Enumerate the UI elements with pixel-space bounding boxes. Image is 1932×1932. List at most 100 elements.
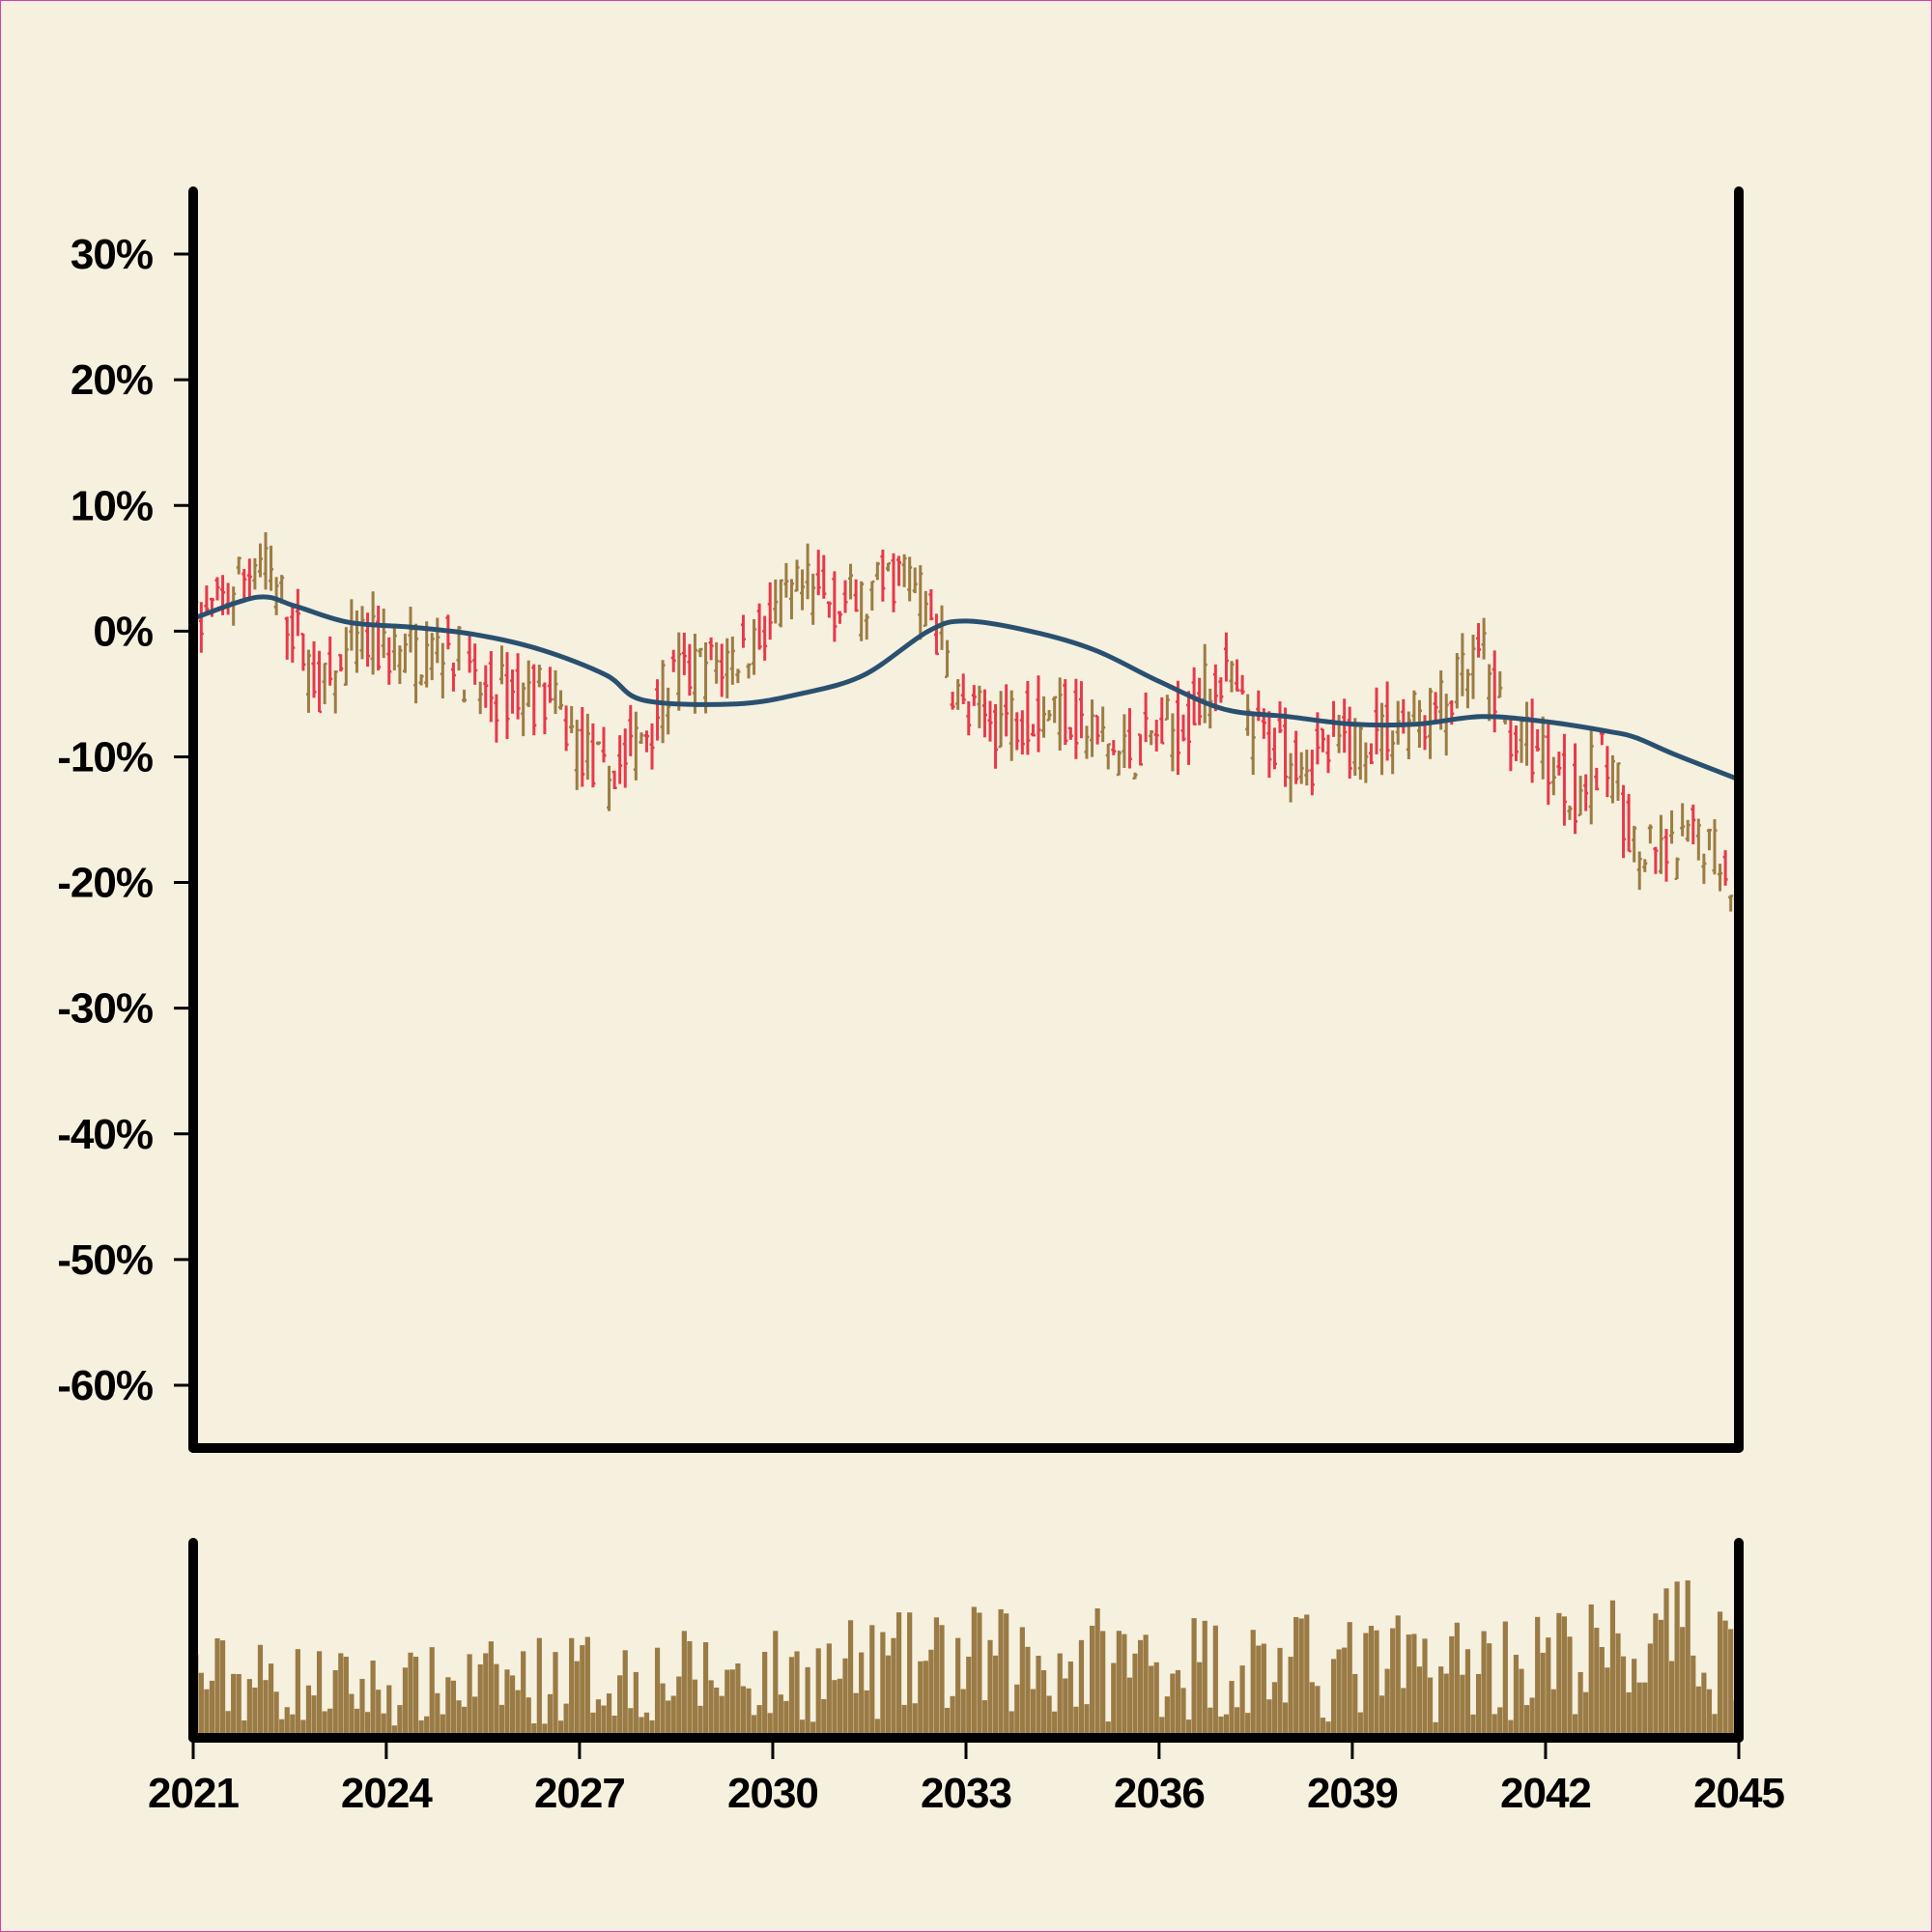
ohlc-bar	[246, 558, 252, 601]
ohlc-bar	[832, 571, 838, 642]
volume-bar	[971, 1606, 977, 1738]
y-tick-label: -20%	[57, 860, 153, 907]
volume-bar	[231, 1673, 237, 1738]
moving-average-series	[192, 594, 1740, 782]
ohlc-bar	[923, 590, 928, 628]
volume-bar	[1722, 1620, 1728, 1738]
ohlc-bar	[1609, 754, 1615, 804]
x-tick-label: 2030	[727, 1770, 818, 1817]
ohlc-bar	[1712, 819, 1718, 875]
ohlc-bar	[574, 720, 580, 790]
volume-bar	[494, 1663, 499, 1738]
ohlc-bar	[655, 679, 661, 741]
ohlc-bar	[1153, 720, 1159, 752]
volume-bar	[488, 1641, 494, 1738]
volume-bar	[751, 1715, 757, 1738]
volume-bar	[1245, 1713, 1251, 1738]
volume-bar	[874, 1719, 880, 1738]
volume-bars	[193, 1580, 1739, 1738]
volume-bar	[950, 1695, 955, 1738]
ohlc-bar	[418, 674, 424, 686]
volume-bar	[418, 1719, 424, 1738]
volume-bar	[928, 1649, 934, 1738]
volume-bar	[918, 1661, 923, 1738]
volume-bar	[1073, 1706, 1079, 1738]
ohlc-bar	[467, 633, 472, 673]
volume-bar	[1470, 1714, 1476, 1738]
volume-bar	[1149, 1665, 1154, 1738]
x-tick-label: 2033	[921, 1770, 1011, 1817]
volume-bar	[521, 1651, 526, 1738]
ohlc-bar	[918, 565, 923, 640]
volume-bar	[1052, 1711, 1058, 1738]
volume-bar	[1320, 1718, 1326, 1738]
ohlc-bar	[1722, 850, 1728, 886]
ohlc-bar	[633, 711, 639, 781]
volume-bar	[1223, 1714, 1230, 1738]
volume-bar	[799, 1719, 806, 1738]
ohlc-bar	[1647, 824, 1653, 844]
volume-bar	[429, 1647, 435, 1738]
ohlc-bar	[1663, 829, 1669, 882]
volume-bar	[1180, 1688, 1186, 1738]
volume-bar	[633, 1671, 639, 1738]
volume-bar	[1325, 1721, 1331, 1738]
volume-bar	[654, 1647, 661, 1738]
volume-bar	[1089, 1625, 1095, 1738]
ohlc-bar	[783, 562, 789, 598]
ohlc-bar	[1374, 687, 1379, 754]
ohlc-bar	[848, 563, 854, 600]
ohlc-bar	[435, 617, 440, 664]
ohlc-bar	[1041, 696, 1047, 738]
volume-bar	[1363, 1633, 1369, 1738]
ohlc-bar	[322, 662, 327, 705]
volume-bar	[826, 1643, 832, 1738]
ohlc-bar	[370, 591, 376, 675]
volume-bar	[1374, 1630, 1379, 1738]
ohlc-bar	[317, 650, 323, 714]
ohlc-bar	[1122, 714, 1127, 769]
ohlc-bar	[1019, 710, 1025, 754]
ohlc-bar	[1116, 750, 1122, 777]
volume-bar	[842, 1658, 848, 1738]
volume-bar	[569, 1637, 575, 1738]
ohlc-bar	[1164, 695, 1170, 722]
volume-bar	[1126, 1677, 1133, 1738]
ohlc-bar	[1325, 734, 1331, 774]
volume-bar	[300, 1719, 306, 1738]
volume-bar	[1036, 1656, 1041, 1738]
ohlc-bar	[901, 554, 907, 587]
volume-bar	[263, 1680, 269, 1738]
ohlc-bar	[1218, 677, 1224, 703]
ohlc-bar	[1379, 702, 1385, 776]
ohlc-bar	[1497, 670, 1503, 698]
x-tick-label: 2039	[1307, 1770, 1398, 1817]
ohlc-bar	[1149, 729, 1154, 746]
ohlc-bar	[263, 531, 269, 590]
volume-bar	[611, 1716, 617, 1738]
volume-bar	[891, 1637, 896, 1738]
ohlc-bar	[708, 637, 714, 661]
ohlc-bar	[1250, 714, 1256, 776]
ohlc-bar	[842, 580, 848, 613]
volume-bar	[1256, 1645, 1262, 1738]
volume-bar	[966, 1657, 972, 1738]
ohlc-bar	[1535, 728, 1541, 752]
ohlc-bar	[697, 647, 703, 658]
volume-bar	[714, 1687, 720, 1738]
ohlc-bar	[1143, 692, 1149, 743]
volume-bar	[504, 1669, 510, 1738]
volume-bar	[1271, 1682, 1278, 1738]
volume-bar	[204, 1689, 210, 1738]
volume-bar	[1502, 1621, 1508, 1738]
ohlc-bar	[896, 555, 902, 586]
volume-bar	[1615, 1633, 1621, 1738]
volume-bar	[376, 1690, 382, 1738]
x-tick-label: 2045	[1693, 1770, 1784, 1817]
volume-bar	[1497, 1707, 1503, 1738]
volume-bar	[1261, 1643, 1266, 1738]
ohlc-bar	[536, 665, 542, 688]
ohlc-bar	[1567, 805, 1573, 820]
ohlc-bar	[488, 650, 494, 723]
ohlc-bar	[584, 713, 590, 781]
